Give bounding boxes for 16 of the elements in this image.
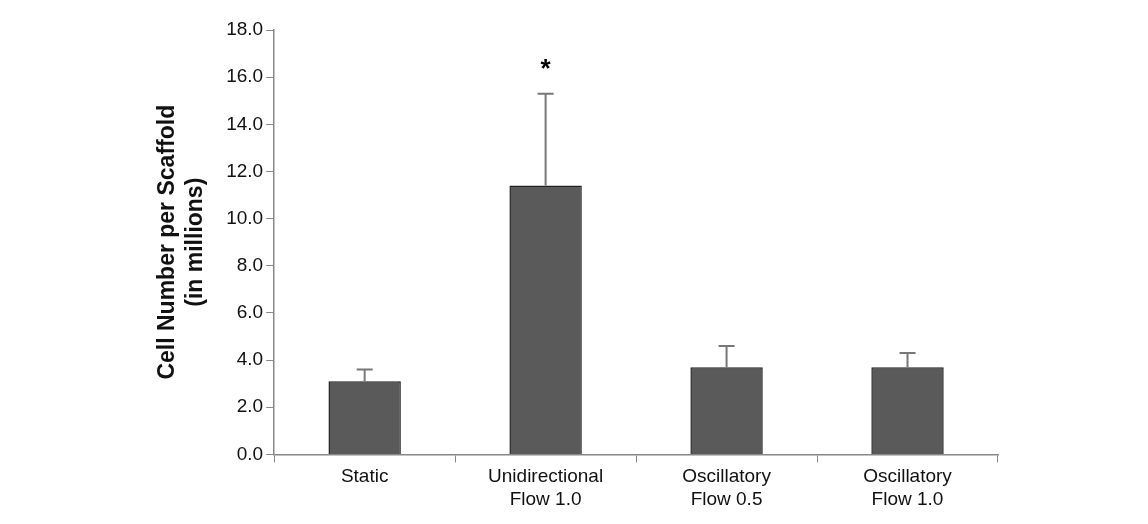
y-axis-title: Cell Number per Scaffold (in millions) — [153, 104, 207, 380]
y-tick-label: 4.0 — [236, 348, 264, 370]
y-tick-label: 6.0 — [236, 301, 264, 323]
x-tick-label: Oscillatory Flow 1.0 — [863, 465, 953, 509]
annotation: * — [540, 52, 552, 83]
y-tick-label: 14.0 — [226, 112, 264, 134]
y-tick-label: 18.0 — [226, 18, 264, 40]
x-tick-label: Unidirectional Flow 1.0 — [488, 465, 604, 509]
y-tick-label: 8.0 — [236, 254, 264, 276]
y-tick-label: 10.0 — [226, 206, 264, 228]
y-tick-label: 12.0 — [226, 159, 264, 181]
y-tick-label: 16.0 — [226, 65, 264, 87]
y-tick-label: 2.0 — [236, 395, 264, 417]
x-tick-label: Oscillatory Flow 0.5 — [682, 465, 772, 509]
x-tick-label: Static — [340, 465, 389, 487]
y-tick-label: 0.0 — [236, 442, 264, 464]
